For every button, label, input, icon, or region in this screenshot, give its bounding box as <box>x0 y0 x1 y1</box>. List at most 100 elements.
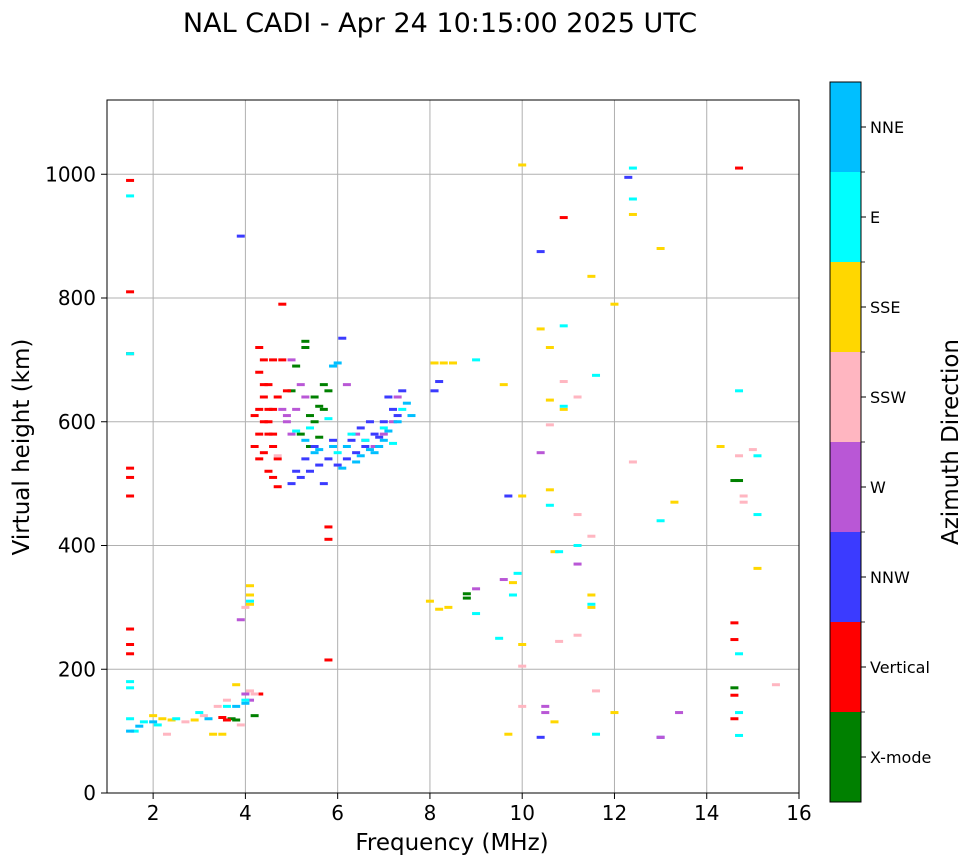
echo-point-sse <box>246 593 255 597</box>
echo-point-vertical <box>126 643 135 646</box>
colorbar-swatch-nne <box>830 82 861 172</box>
echo-point-vertical <box>250 445 259 448</box>
echo-point-x-mode <box>305 445 314 448</box>
echo-point-x-mode <box>296 432 305 436</box>
echo-point-sse <box>158 717 167 721</box>
echo-point-x-mode <box>462 592 471 596</box>
echo-point-w <box>379 432 388 436</box>
echo-point-vertical <box>126 475 135 479</box>
echo-point-nnw <box>356 426 365 430</box>
echo-point-nne <box>370 451 379 455</box>
echo-point-x-mode <box>315 404 324 408</box>
echo-point-w <box>472 587 481 591</box>
echo-point-vertical <box>126 466 135 470</box>
echo-point-nne <box>329 364 338 368</box>
echo-point-sse <box>435 607 444 611</box>
echo-point-nne <box>241 701 250 705</box>
echo-point-vertical <box>126 627 135 631</box>
echo-point-vertical <box>222 718 231 722</box>
echo-point-nnw <box>430 389 439 393</box>
echo-point-e <box>139 720 148 724</box>
echo-point-ssw <box>573 633 582 637</box>
echo-point-e <box>126 194 135 198</box>
echo-point-nne <box>402 401 411 405</box>
echo-point-ssw <box>573 395 582 399</box>
echo-point-vertical <box>264 469 273 473</box>
echo-point-w <box>675 711 684 715</box>
echo-point-e <box>735 711 744 715</box>
echo-point-ssw <box>592 689 601 693</box>
echo-point-nne <box>365 448 374 452</box>
echo-point-sse <box>167 718 176 722</box>
echo-point-nnw <box>338 336 347 340</box>
colorbar-swatch-vertical <box>830 622 861 712</box>
colorbar-tick-label: X-mode <box>870 748 931 767</box>
echo-point-w <box>236 618 245 622</box>
echo-point-x-mode <box>730 686 739 690</box>
echo-point-sse <box>499 383 508 387</box>
echo-point-sse <box>232 683 241 687</box>
echo-point-nne <box>329 445 338 448</box>
plot-area: 2 4 6 8 10 12 14 16 0 200 400 600 800 1000 <box>45 99 812 825</box>
echo-point-w <box>292 407 301 411</box>
echo-point-e <box>305 426 314 430</box>
echo-point-ssw <box>735 454 744 458</box>
colorbar-swatch-sse <box>830 262 861 352</box>
echo-point-nne <box>126 729 135 733</box>
echo-point-ssw <box>573 513 582 517</box>
y-tick-label: 200 <box>58 657 96 681</box>
colorbar-swatch-e <box>830 172 861 262</box>
echo-point-w <box>573 562 582 566</box>
echo-point-sse <box>610 711 619 715</box>
echo-point-x-mode <box>324 389 333 393</box>
echo-point-e <box>587 602 596 606</box>
echo-point-nne <box>356 454 365 458</box>
echo-point-sse <box>246 584 255 588</box>
echo-point-w <box>301 395 310 399</box>
echo-point-ssw <box>222 698 231 702</box>
echo-point-vertical <box>735 166 744 170</box>
echo-point-e <box>379 426 388 430</box>
echo-point-nnw <box>287 482 296 486</box>
x-tick-label: 10 <box>509 801 534 825</box>
x-tick-label: 8 <box>424 801 437 825</box>
echo-point-nne <box>315 448 324 452</box>
echo-point-nnw <box>384 395 393 399</box>
echo-point-vertical <box>273 457 282 461</box>
echo-point-w <box>287 432 296 436</box>
echo-point-w <box>287 358 296 362</box>
echo-point-sse <box>550 720 559 724</box>
echo-point-ssw <box>559 380 568 384</box>
echo-point-nnw <box>504 494 513 498</box>
echo-point-w <box>499 578 508 582</box>
echo-point-x-mode <box>305 414 314 418</box>
echo-point-vertical <box>269 445 278 448</box>
echo-point-w <box>370 445 379 448</box>
echo-point-sse <box>149 714 158 718</box>
colorbar-tick-label: NNE <box>870 118 904 137</box>
echo-point-vertical <box>126 494 135 498</box>
echo-point-e <box>246 599 255 603</box>
echo-point-nne <box>149 720 158 724</box>
echo-point-e <box>628 166 637 170</box>
x-axis-label: Frequency (MHz) <box>355 830 548 856</box>
echo-point-ssw <box>739 500 748 504</box>
echo-point-e <box>559 404 568 408</box>
echo-point-sse <box>550 550 559 554</box>
echo-point-w <box>656 735 665 739</box>
echo-point-e <box>753 513 762 517</box>
echo-point-e <box>555 550 564 554</box>
echo-point-vertical <box>126 652 135 656</box>
echo-point-ssw <box>545 423 554 427</box>
echo-point-sse <box>587 593 596 597</box>
y-tick-label: 800 <box>58 286 96 310</box>
echo-point-w <box>282 414 291 418</box>
echo-point-sse <box>559 407 568 411</box>
echo-point-e <box>292 429 301 433</box>
echo-point-ssw <box>555 639 564 643</box>
echo-point-sse <box>545 346 554 349</box>
echo-point-x-mode <box>227 717 236 721</box>
colorbar-label: Azimuth Direction <box>938 339 964 545</box>
echo-point-nnw <box>393 414 402 418</box>
